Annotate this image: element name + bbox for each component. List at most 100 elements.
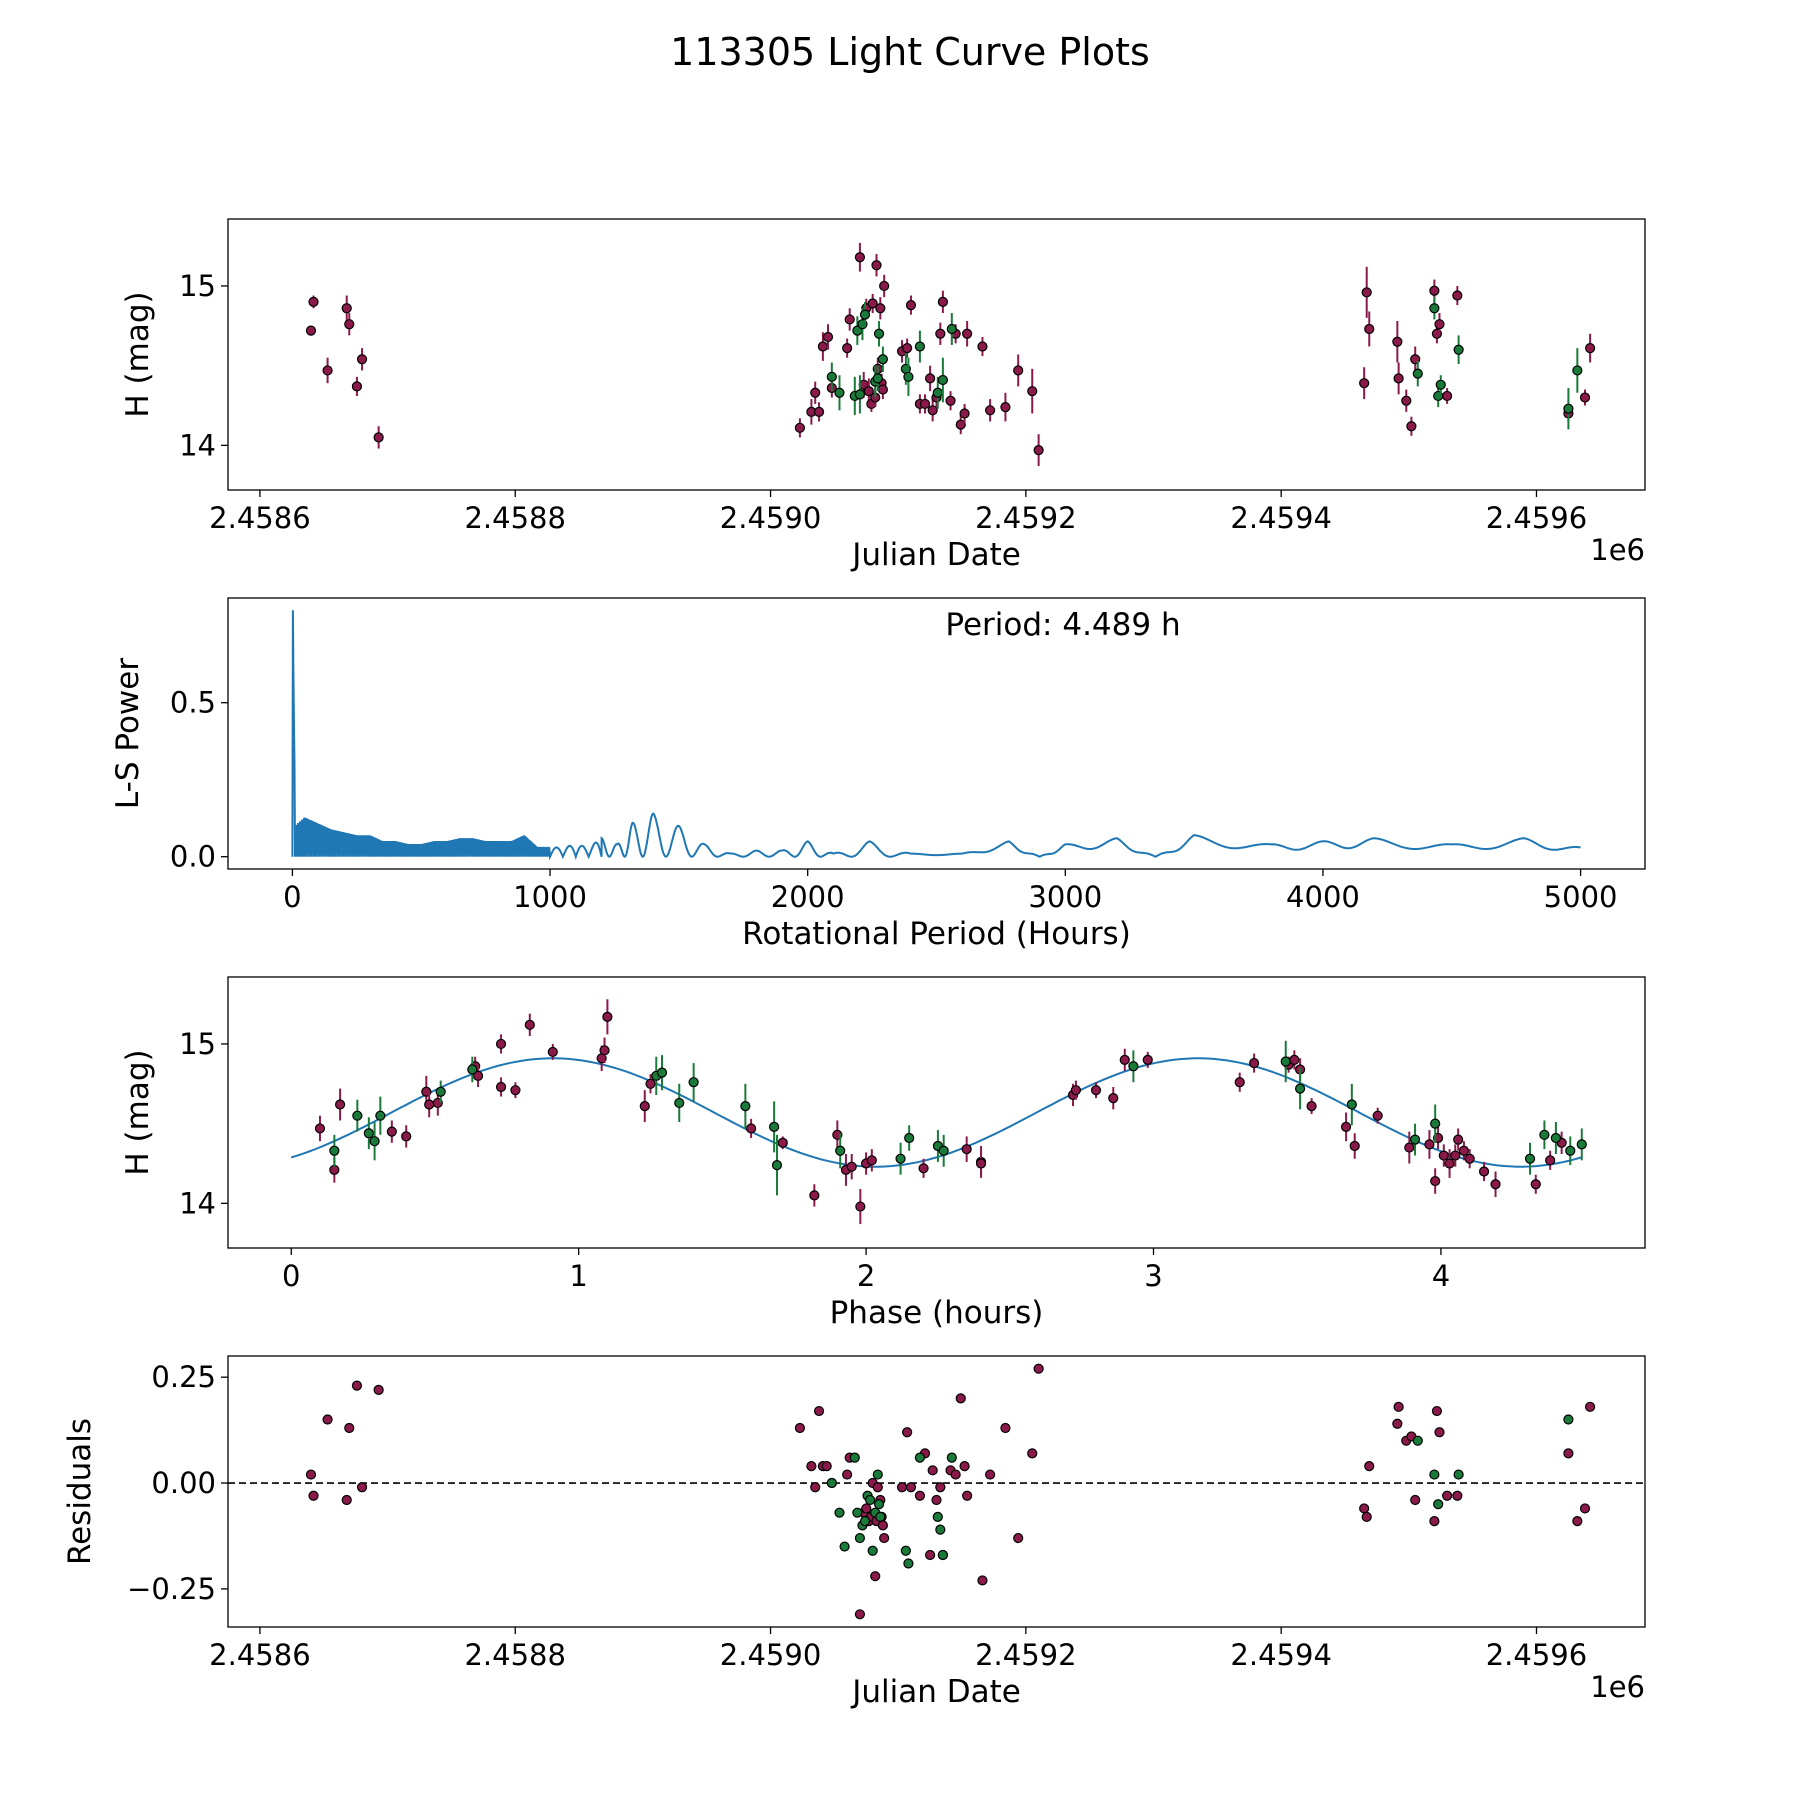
data-point	[873, 1499, 885, 1510]
data-point	[1585, 343, 1596, 354]
data-point	[373, 432, 384, 443]
x-tick-label: 2.4596	[1486, 1638, 1587, 1672]
data-point	[305, 325, 317, 336]
x-tick-label: 2.4590	[720, 1638, 821, 1672]
data-point	[859, 309, 871, 320]
data-point	[373, 1384, 384, 1395]
data-point	[937, 296, 948, 307]
data-point	[919, 398, 931, 410]
data-point	[344, 1422, 355, 1434]
data-point	[935, 1482, 946, 1493]
data-point	[1442, 390, 1453, 402]
data-point	[961, 1144, 972, 1155]
x-tick-label: 2.4588	[464, 501, 565, 535]
data-point	[547, 1046, 558, 1058]
data-point	[810, 387, 821, 398]
data-point	[602, 1011, 613, 1022]
data-point	[918, 1163, 929, 1174]
data-point	[935, 1524, 946, 1535]
data-point	[826, 371, 837, 382]
data-point	[895, 1153, 906, 1164]
data-point	[872, 1482, 883, 1493]
data-point	[495, 1081, 507, 1093]
y-tick-label: 15	[179, 269, 216, 303]
data-point	[1364, 323, 1375, 335]
x-axis-label: Rotational Period (Hours)	[742, 916, 1131, 952]
x-tick-label: 0	[283, 880, 301, 914]
data-point	[813, 1405, 825, 1417]
x-tick-label: 2.4592	[975, 1638, 1076, 1672]
data-point	[1306, 1101, 1317, 1112]
data-point	[1563, 403, 1574, 414]
data-point	[1433, 1499, 1444, 1510]
x-tick-label: 2000	[771, 880, 845, 914]
data-point	[1563, 1448, 1574, 1459]
data-point	[937, 374, 948, 386]
data-point	[900, 1545, 911, 1556]
data-point	[875, 303, 886, 314]
data-point	[861, 1503, 872, 1514]
data-point	[341, 1494, 352, 1506]
data-point	[1108, 1093, 1119, 1104]
data-point	[1453, 1134, 1464, 1145]
lightcurve-panel: 2.4586 2.4588 2.4590 2.4592 2.4594 2.4596 14 15…	[120, 218, 1646, 573]
data-point	[1452, 290, 1463, 301]
data-point	[1349, 1140, 1360, 1152]
data-point	[834, 1507, 845, 1518]
data-point	[1412, 1435, 1423, 1446]
data-point	[1563, 1414, 1574, 1425]
data-point	[1550, 1132, 1561, 1144]
data-point	[902, 1427, 913, 1438]
data-point	[1070, 1085, 1082, 1096]
axes-frame	[227, 597, 1646, 870]
data-point	[902, 343, 913, 354]
axes-frame	[227, 976, 1646, 1249]
data-point	[822, 331, 834, 343]
data-point	[867, 1545, 878, 1556]
data-point	[877, 1520, 888, 1531]
data-point	[1453, 1469, 1464, 1480]
data-point	[1013, 365, 1024, 376]
data-point	[1000, 402, 1011, 413]
data-point	[314, 1123, 326, 1134]
data-point	[305, 1469, 317, 1480]
y-tick-label: 14	[179, 428, 216, 462]
data-point	[1539, 1129, 1550, 1140]
data-point	[1524, 1153, 1536, 1164]
axes-frame	[227, 1355, 1646, 1628]
x-tick-label: 2.4586	[209, 501, 310, 535]
data-point	[905, 299, 917, 311]
data-point	[674, 1097, 685, 1109]
data-point	[985, 1469, 996, 1480]
data-point	[854, 389, 866, 400]
data-point	[1119, 1054, 1130, 1065]
y-tick-label: 15	[179, 1027, 216, 1061]
data-point	[1359, 1503, 1370, 1514]
data-point	[904, 1132, 915, 1144]
y-tick-label: 0.0	[170, 840, 216, 874]
y-tick-label: 0.5	[170, 686, 216, 720]
data-point	[1478, 1166, 1490, 1177]
data-point	[1576, 1139, 1587, 1150]
x-tick-label: 1	[569, 1259, 587, 1293]
data-point	[356, 1482, 368, 1493]
data-point	[844, 314, 855, 325]
data-point	[872, 373, 883, 384]
x-tick-label: 5000	[1544, 880, 1618, 914]
y-axis-label: Residuals	[62, 1418, 98, 1565]
data-point	[1572, 1516, 1583, 1527]
data-point	[1372, 1110, 1383, 1121]
y-tick-label: −0.25	[127, 1572, 216, 1606]
x-axis-label: Julian Date	[850, 1674, 1021, 1710]
data-point	[870, 1571, 881, 1582]
data-point	[977, 1575, 988, 1586]
data-point	[1434, 1427, 1445, 1438]
data-point	[1033, 445, 1044, 456]
x-tick-label: 2.4586	[209, 1638, 310, 1672]
power-spectrum-line	[291, 610, 1581, 861]
data-point	[401, 1131, 412, 1142]
data-point	[806, 1460, 817, 1472]
data-point	[871, 260, 882, 271]
data-point	[495, 1038, 507, 1050]
